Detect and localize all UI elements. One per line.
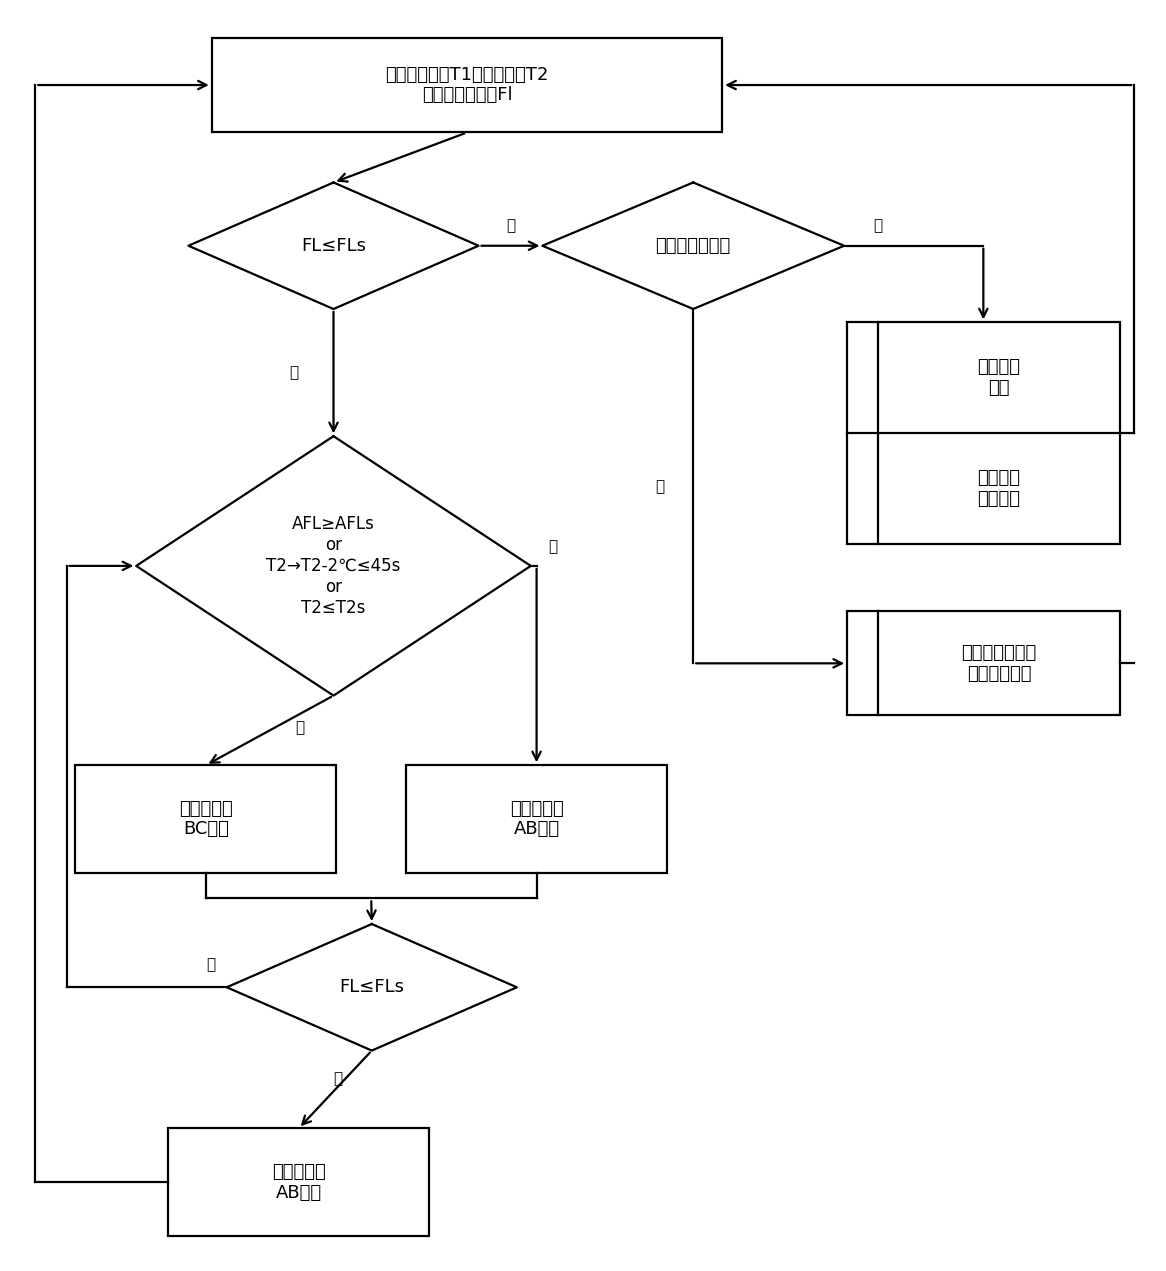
Polygon shape xyxy=(226,924,517,1051)
Text: 是: 是 xyxy=(873,219,883,233)
Text: FL≤FLs: FL≤FLs xyxy=(301,236,366,254)
Polygon shape xyxy=(542,183,844,309)
Text: 电动三通阀
AB导通: 电动三通阀 AB导通 xyxy=(510,799,563,839)
Polygon shape xyxy=(189,183,478,309)
Text: 电动三通阀
AB导通: 电动三通阀 AB导通 xyxy=(272,1163,325,1201)
Text: 是: 是 xyxy=(333,1071,343,1085)
Text: FL≤FLs: FL≤FLs xyxy=(339,979,405,996)
Text: 是: 是 xyxy=(506,219,515,233)
Text: 否: 否 xyxy=(289,365,298,380)
Text: 电动三通阀
BC导通: 电动三通阀 BC导通 xyxy=(178,799,233,839)
Text: 壁挂炉热源管路
循环加热逻辑: 壁挂炉热源管路 循环加热逻辑 xyxy=(962,644,1037,683)
Text: 否: 否 xyxy=(206,957,216,972)
Bar xyxy=(76,765,337,873)
Text: AFL≥AFLs
or
T2→T2-2℃≤45s
or
T2≤T2s: AFL≥AFLs or T2→T2-2℃≤45s or T2≤T2s xyxy=(266,515,401,616)
Bar xyxy=(168,1129,429,1235)
Bar xyxy=(212,38,722,132)
Bar xyxy=(406,765,667,873)
Polygon shape xyxy=(136,436,531,695)
Text: 电热循环主热源: 电热循环主热源 xyxy=(655,236,731,254)
Bar xyxy=(847,323,1119,544)
Text: 管路循环
加热逻辑: 管路循环 加热逻辑 xyxy=(977,469,1020,508)
Text: 否: 否 xyxy=(548,539,557,554)
Bar xyxy=(847,611,1119,716)
Text: 检测管路温度T1、水筱温度T2
流量传感器流量Fl: 检测管路温度T1、水筱温度T2 流量传感器流量Fl xyxy=(385,66,549,104)
Text: 水筱加热
逻辑: 水筱加热 逻辑 xyxy=(977,358,1020,397)
Text: 是: 是 xyxy=(295,719,304,735)
Text: 否: 否 xyxy=(655,479,665,493)
